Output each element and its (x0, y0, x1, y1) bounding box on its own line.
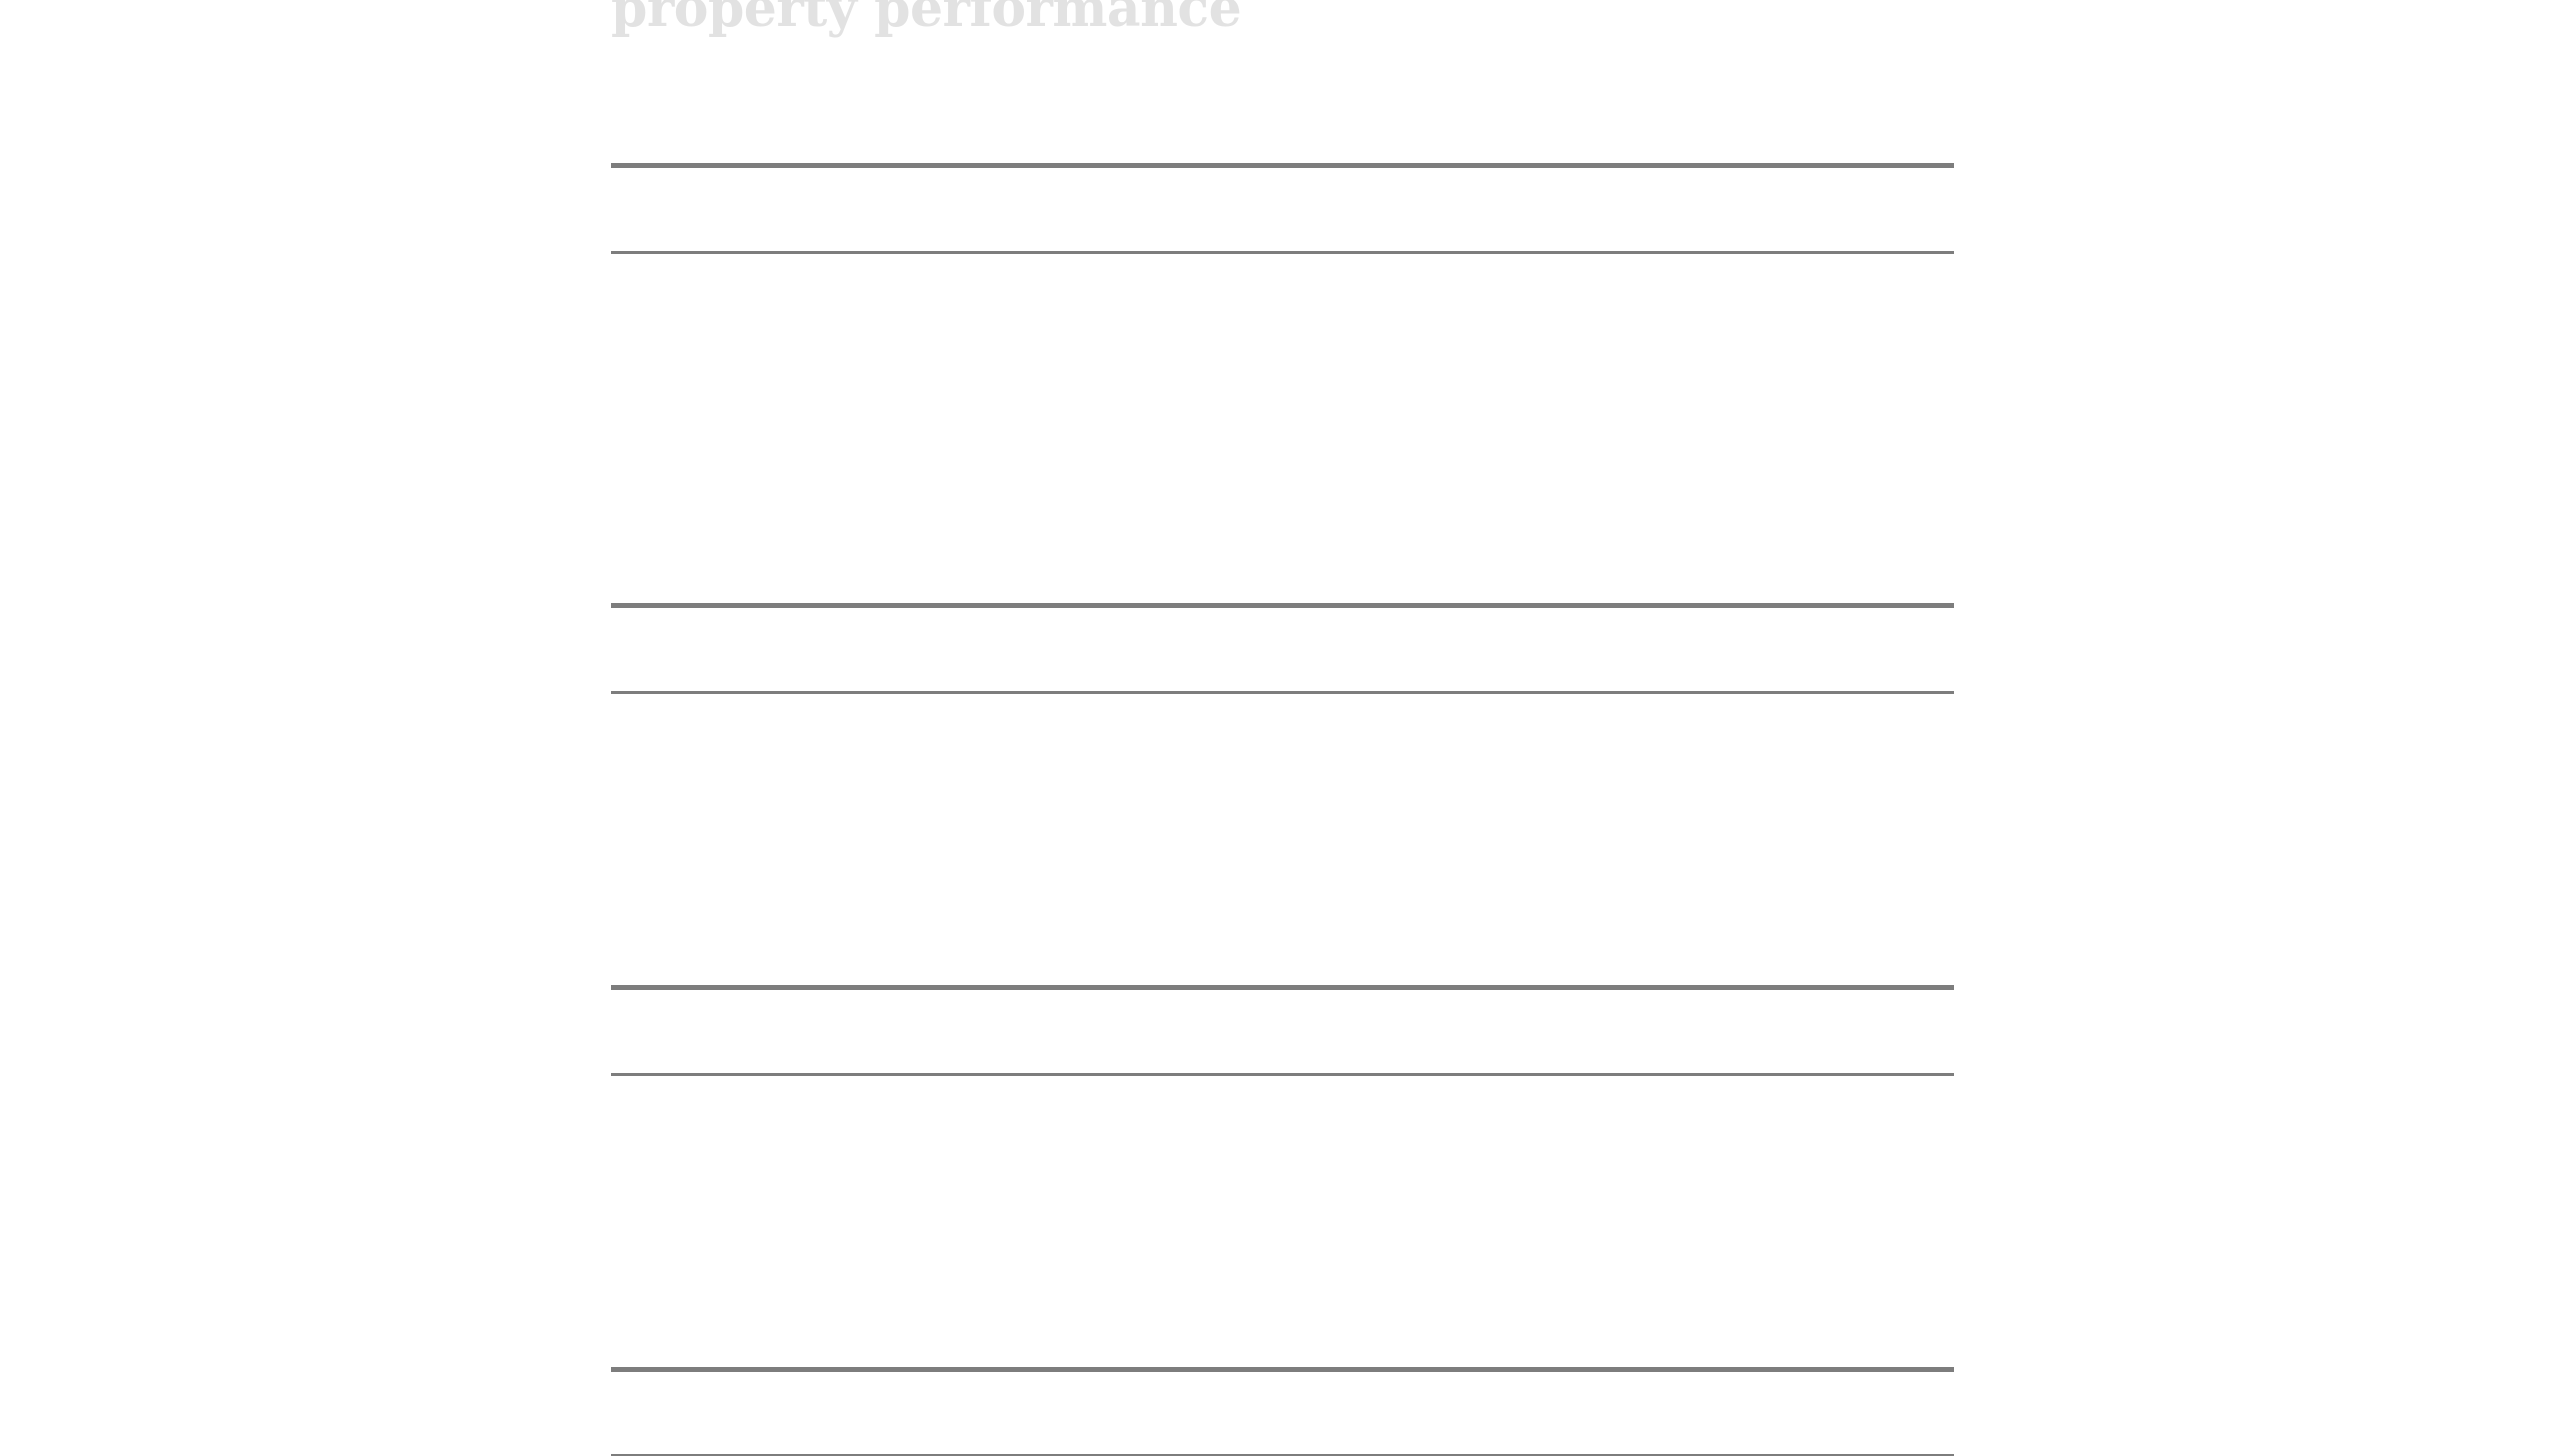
section-4-top-divider (611, 1367, 1954, 1372)
section-3-top-divider (611, 985, 1954, 990)
section-3-header-divider (611, 1073, 1954, 1076)
section-4-bottom-divider (611, 1454, 1954, 1456)
section-2-header-divider (611, 691, 1954, 694)
section-2-top-divider (611, 603, 1954, 608)
section-1-header-divider (611, 251, 1954, 254)
page-title: property performance (611, 0, 1242, 39)
section-1-top-divider (611, 163, 1954, 168)
